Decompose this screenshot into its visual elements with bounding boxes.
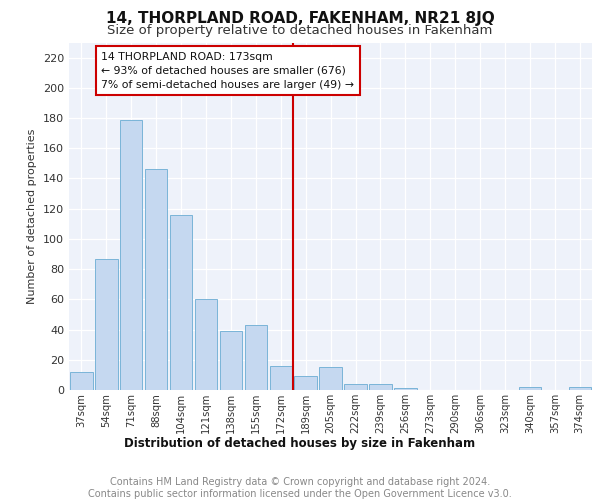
Text: Distribution of detached houses by size in Fakenham: Distribution of detached houses by size … (124, 437, 476, 450)
Bar (394, 388, 416, 390)
Text: Size of property relative to detached houses in Fakenham: Size of property relative to detached ho… (107, 24, 493, 37)
Bar (220, 331, 242, 390)
Text: 14, THORPLAND ROAD, FAKENHAM, NR21 8JQ: 14, THORPLAND ROAD, FAKENHAM, NR21 8JQ (106, 11, 494, 26)
Y-axis label: Number of detached properties: Number of detached properties (28, 128, 37, 304)
Bar (120, 120, 142, 390)
Bar (70, 372, 92, 390)
Bar (519, 387, 541, 390)
Bar (195, 300, 217, 390)
Bar (319, 368, 342, 390)
Bar (269, 366, 292, 390)
Bar (145, 170, 167, 390)
Bar (95, 258, 118, 390)
Bar (245, 325, 267, 390)
Text: Contains HM Land Registry data © Crown copyright and database right 2024.
Contai: Contains HM Land Registry data © Crown c… (88, 478, 512, 499)
Bar (569, 387, 591, 390)
Bar (295, 376, 317, 390)
Bar (344, 384, 367, 390)
Text: 14 THORPLAND ROAD: 173sqm
← 93% of detached houses are smaller (676)
7% of semi-: 14 THORPLAND ROAD: 173sqm ← 93% of detac… (101, 52, 355, 90)
Bar (170, 214, 193, 390)
Bar (369, 384, 392, 390)
